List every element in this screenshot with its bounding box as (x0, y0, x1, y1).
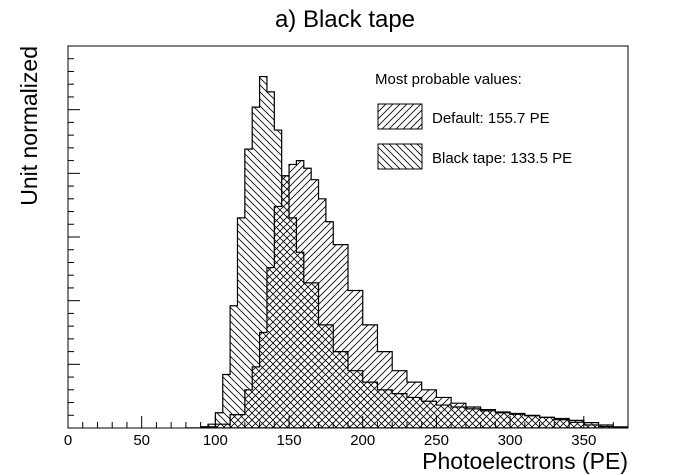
y-axis-title: Unit normalized (16, 46, 42, 206)
series-layer (185, 75, 628, 428)
x-tick-label: 100 (203, 432, 228, 449)
y-axis (68, 45, 80, 429)
x-tick-label: 250 (424, 432, 449, 449)
x-tick-label: 0 (64, 432, 72, 449)
x-tick-label: 50 (133, 432, 150, 449)
x-axis: 0 50 100 150 200 250 300 350 (64, 416, 629, 449)
legend-header: Most probable values: (375, 71, 522, 88)
legend-swatch-default (377, 103, 423, 130)
legend-label-black-tape: Black tape: 133.5 PE (432, 150, 572, 167)
legend-swatch-black-tape (377, 143, 423, 170)
x-tick-label: 350 (571, 432, 596, 449)
legend: Most probable values: Default: 155.7 PE … (375, 71, 572, 170)
x-tick-label: 200 (350, 432, 375, 449)
chart-title: a) Black tape (275, 6, 415, 33)
series-area-1 (185, 76, 628, 428)
x-tick-label: 150 (277, 432, 302, 449)
series-outline-1 (185, 75, 628, 428)
legend-label-default: Default: 155.7 PE (432, 110, 550, 127)
x-axis-title: Photoelectrons (PE) (422, 448, 628, 474)
x-tick-label: 300 (498, 432, 523, 449)
